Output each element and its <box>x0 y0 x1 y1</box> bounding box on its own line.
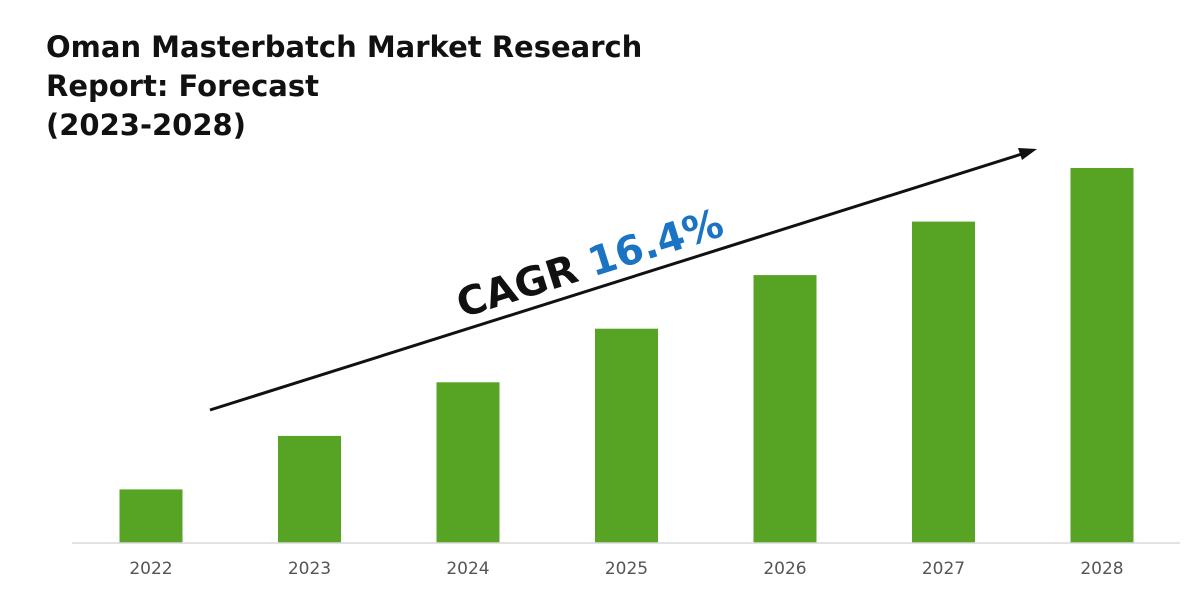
cagr-text: CAGR 16.4% <box>451 200 729 327</box>
bar-2022 <box>119 489 183 543</box>
chart-title-line-3: (2023-2028) <box>46 108 246 142</box>
chart-title-line-1: Oman Masterbatch Market Research <box>46 30 642 64</box>
bar-2023 <box>278 435 341 543</box>
x-tick-label-2024: 2024 <box>446 559 489 579</box>
x-tick-label-2022: 2022 <box>129 559 172 579</box>
x-tick-label-2027: 2027 <box>922 559 965 579</box>
bar-2027 <box>912 221 975 543</box>
trend-arrowhead-icon <box>1018 148 1037 160</box>
x-tick-label-2025: 2025 <box>605 559 648 579</box>
x-tick-label-2026: 2026 <box>763 559 806 579</box>
bar-group <box>119 168 1134 543</box>
x-tick-label-2028: 2028 <box>1080 559 1123 579</box>
bar-2025 <box>595 328 658 543</box>
bar-2024 <box>436 382 500 543</box>
cagr-value: 16.4% <box>583 200 729 286</box>
bar-2026 <box>753 275 817 543</box>
cagr-label: CAGR <box>451 246 583 327</box>
trend-arrow-line <box>209 151 1026 412</box>
bar-2028 <box>1070 168 1134 543</box>
x-axis-ticks: 2022 2023 2024 2025 2026 2027 2028 <box>129 559 1123 579</box>
chart-title-line-2: Report: Forecast <box>46 69 319 103</box>
x-tick-label-2023: 2023 <box>288 559 331 579</box>
